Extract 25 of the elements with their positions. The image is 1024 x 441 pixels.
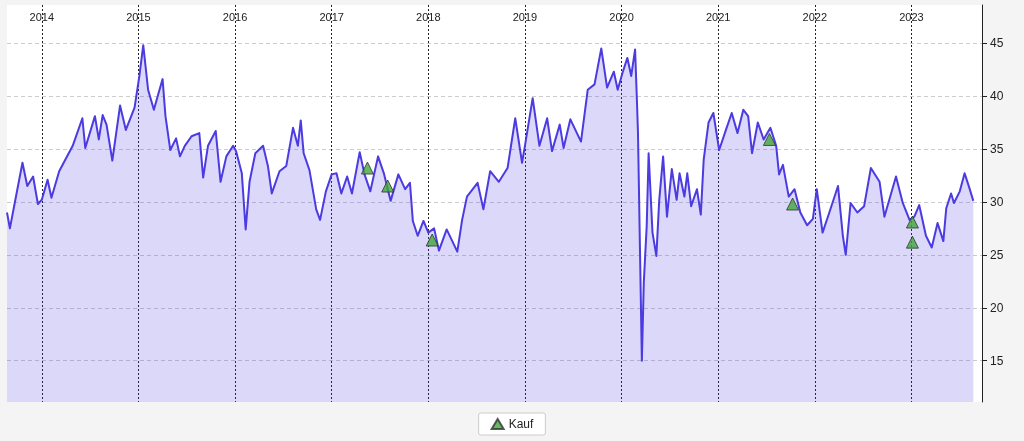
x-tick-label: 2016	[222, 10, 248, 23]
x-tick-label: 2017	[319, 10, 344, 23]
y-tick-label: 40	[990, 89, 1004, 104]
x-tick-label: 2018	[416, 10, 441, 23]
y-tick-label: 15	[990, 353, 1004, 368]
x-tick-label: 2014	[29, 10, 55, 23]
point	[786, 197, 800, 211]
point	[762, 132, 776, 146]
x-tick-label: 2015	[126, 10, 151, 23]
legend-label: Kauf	[508, 417, 535, 431]
y-tick-label: 35	[990, 141, 1004, 156]
y-tick-label: 20	[990, 300, 1004, 315]
point	[381, 179, 395, 193]
y-tick-label: 25	[990, 247, 1004, 262]
point	[905, 235, 919, 249]
x-tick-label: 2020	[609, 10, 634, 23]
point	[425, 233, 439, 247]
x-tick-label: 2022	[802, 10, 828, 23]
point	[360, 161, 374, 175]
y-tick-label: 45	[990, 36, 1004, 51]
x-tick-label: 2023	[899, 10, 924, 23]
point	[905, 215, 919, 229]
x-tick-label: 2021	[705, 10, 731, 23]
y-tick-label: 30	[990, 194, 1004, 209]
x-tick-label: 2019	[512, 10, 538, 23]
